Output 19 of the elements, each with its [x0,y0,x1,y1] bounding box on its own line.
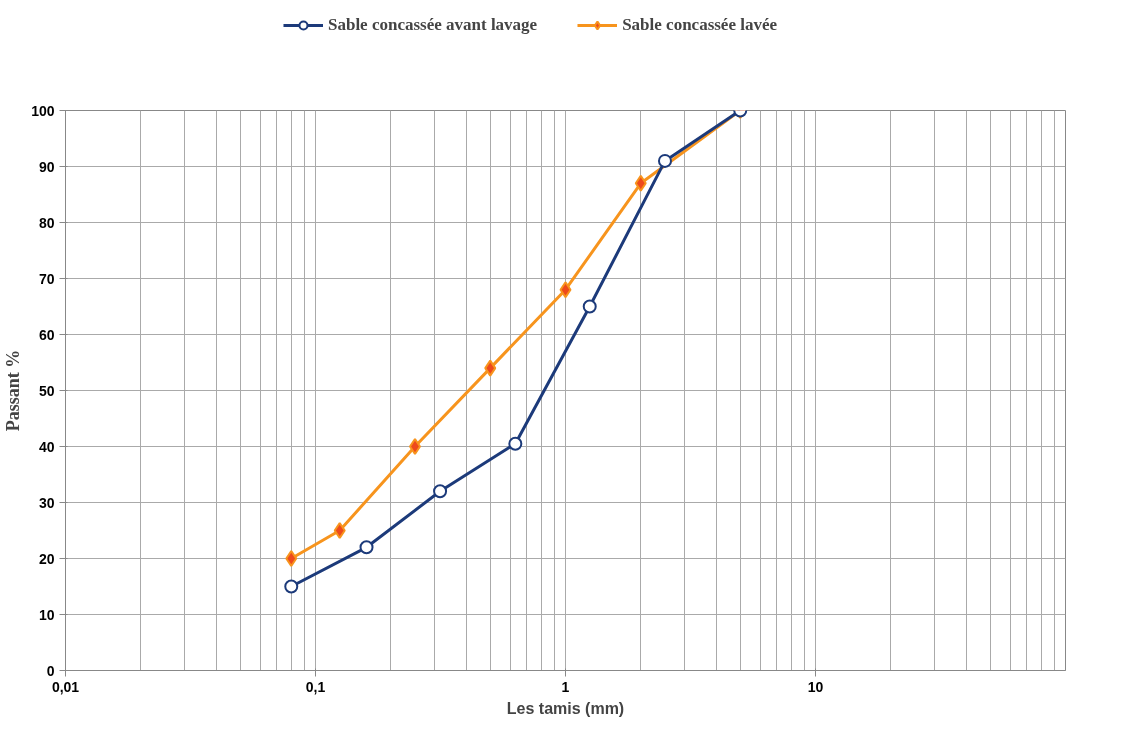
y-tick-label: 60 [38,326,55,343]
y-tick-label: 70 [38,270,55,287]
x-tick-label: 10 [807,678,824,695]
y-tick-label: 50 [38,382,55,399]
y-tick-label: 100 [31,102,55,119]
legend-label: Sable concassée avant lavage [327,15,538,35]
y-tick-label: 40 [38,438,55,455]
y-axis-title: Passant % [3,349,24,432]
x-tick-label: 1 [561,678,570,695]
y-tick-label: 0 [46,662,55,679]
legend-label: Sable concassée lavée [622,15,778,35]
x-tick-label: 0,01 [51,678,80,695]
x-tick-label: 0,1 [305,678,326,695]
x-axis-title: Les tamis (mm) [506,699,625,717]
y-tick-label: 20 [38,550,55,567]
y-tick-label: 10 [38,606,55,623]
y-tick-label: 30 [38,494,55,511]
y-tick-label: 80 [38,214,55,231]
y-tick-label: 90 [38,158,55,175]
